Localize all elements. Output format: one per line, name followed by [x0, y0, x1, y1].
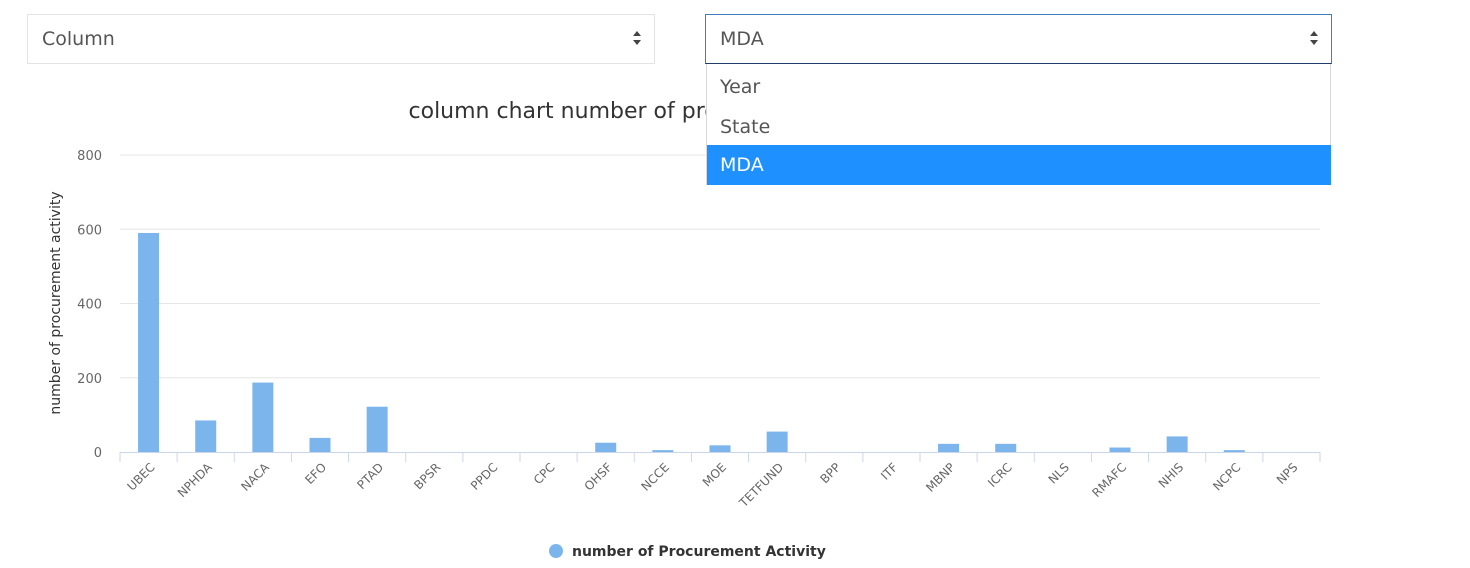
select-arrows-icon [633, 31, 641, 45]
x-tick-label: NLS [1046, 460, 1072, 486]
chart-type-select[interactable]: Column [27, 14, 655, 64]
x-tick-label: NACA [238, 460, 272, 494]
grid-lines [120, 154, 1320, 379]
bar-icrc[interactable] [995, 443, 1017, 452]
bar-mbnp[interactable] [938, 443, 960, 452]
bar-efo[interactable] [309, 437, 331, 452]
chart-type-select-value: Column [42, 28, 115, 50]
dimension-dropdown-list: Year State MDA [706, 64, 1331, 185]
dimension-select[interactable]: MDA [705, 14, 1332, 64]
bar-ncce[interactable] [652, 450, 674, 452]
y-tick-label: 400 [77, 298, 102, 313]
y-tick-label: 800 [77, 149, 102, 164]
bar-naca[interactable] [252, 382, 274, 452]
y-axis-title: number of procurement activity [48, 191, 64, 414]
y-tick-label: 600 [77, 223, 102, 238]
x-axis-ticks: UBEC NPHDA NACA EFO PTAD BPSR PPDC CPC OHSF NCCE M… [124, 460, 1300, 511]
x-tick-label: NHIS [1156, 460, 1187, 491]
x-tick-label: ICRC [985, 460, 1015, 490]
x-tick-label: BPP [817, 460, 843, 486]
bar-tetfund[interactable] [766, 431, 788, 452]
bar-rmafc[interactable] [1109, 447, 1131, 452]
x-tick-label: MBNP [923, 460, 958, 495]
select-arrows-icon [1310, 31, 1318, 45]
bar-nhis[interactable] [1166, 436, 1188, 452]
y-tick-label: 0 [94, 446, 102, 461]
bars [138, 232, 1245, 452]
x-tick-label: ITF [878, 460, 901, 483]
x-tick-label: MOE [700, 460, 729, 489]
dimension-select-value: MDA [720, 28, 764, 50]
x-tick-label: NCCE [639, 460, 672, 493]
x-axis [119, 452, 1321, 462]
x-tick-label: NCPC [1210, 460, 1243, 493]
bar-ohsf[interactable] [595, 442, 617, 452]
x-tick-label: UBEC [124, 460, 157, 493]
legend[interactable]: number of Procurement Activity [549, 544, 826, 560]
dropdown-option-state[interactable]: State [720, 116, 771, 138]
legend-marker [549, 544, 563, 558]
bar-ncpc[interactable] [1223, 450, 1245, 452]
x-tick-label: PPDC [468, 460, 501, 493]
dropdown-option-mda[interactable]: MDA [707, 145, 1331, 185]
legend-label[interactable]: number of Procurement Activity [572, 544, 826, 560]
dropdown-option-year[interactable]: Year [720, 76, 761, 98]
x-tick-label: RMAFC [1089, 460, 1129, 500]
y-axis-ticks: 0 200 400 600 800 [77, 149, 102, 461]
x-tick-label: CPC [531, 460, 558, 487]
x-tick-label: OHSF [582, 460, 615, 493]
x-tick-label: EFO [302, 460, 329, 487]
bar-ubec[interactable] [138, 232, 160, 452]
x-tick-label: NPHDA [175, 460, 215, 500]
bar-nphda[interactable] [195, 420, 217, 452]
y-tick-label: 200 [77, 372, 102, 387]
bar-ptad[interactable] [366, 406, 388, 452]
x-tick-label: BPSR [411, 460, 443, 492]
x-tick-label: NPS [1274, 460, 1301, 487]
bar-moe[interactable] [709, 445, 731, 452]
x-tick-label: TETFUND [736, 460, 786, 510]
x-tick-label: PTAD [354, 460, 386, 492]
